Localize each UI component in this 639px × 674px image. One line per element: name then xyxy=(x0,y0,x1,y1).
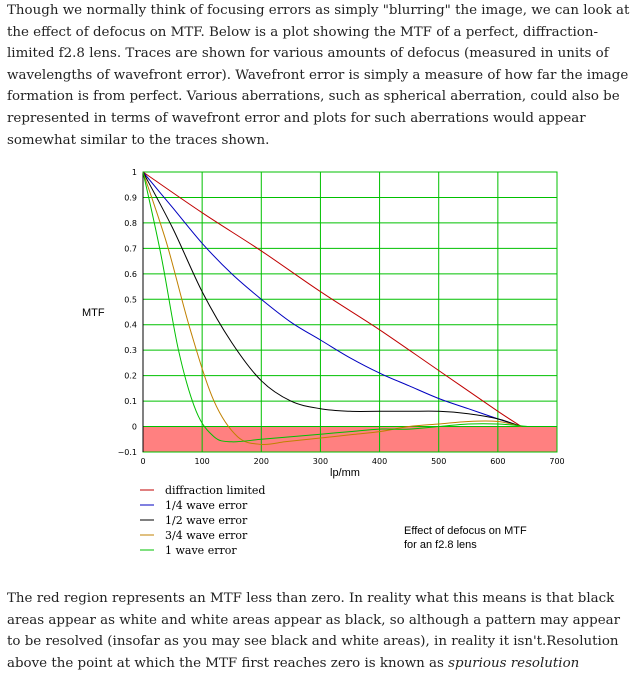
legend-label-1-4-wave-error: 1/4 wave error xyxy=(165,499,248,512)
intro-paragraph: Though we normally think of focusing err… xyxy=(7,3,630,148)
x-tick-label: 0 xyxy=(140,457,145,466)
y-tick-label: 0.8 xyxy=(124,219,137,228)
series-line-diffraction-limited xyxy=(142,171,522,427)
x-tick-labels: 0 100 200 300 400 500 600 700 xyxy=(140,457,564,466)
x-axis-label: lp/mm xyxy=(330,467,360,479)
legend-label-1-wave-error: 1 wave error xyxy=(165,544,237,557)
outro-text: The red region represents an MTF less th… xyxy=(7,591,621,671)
x-tick-label: 300 xyxy=(313,457,328,466)
spurious-resolution-term: spurious resolution xyxy=(448,655,580,671)
annotation-line: Effect of defocus on MTF xyxy=(404,525,527,537)
y-tick-label: 0.1 xyxy=(124,397,137,406)
y-tick-label: 0.3 xyxy=(124,346,137,355)
x-tick-label: 200 xyxy=(254,457,269,466)
series-line-1-wave-error xyxy=(142,171,528,443)
y-tick-label: 0 xyxy=(132,423,137,432)
y-tick-label: −0.1 xyxy=(118,448,137,457)
legend-label-3-4-wave-error: 3/4 wave error xyxy=(165,529,248,542)
y-tick-label: 0.7 xyxy=(124,244,137,253)
y-tick-label: 0.5 xyxy=(124,295,137,304)
legend-label-diffraction-limited: diffraction limited xyxy=(165,484,265,497)
series-line-1-4-wave-error xyxy=(142,171,522,427)
x-tick-label: 700 xyxy=(549,457,564,466)
annotation-line: for an f2.8 lens xyxy=(404,539,477,551)
negative-mtf-region xyxy=(143,426,557,452)
series-line-3-4-wave-error xyxy=(142,171,522,446)
y-tick-labels: 1 0.9 0.8 0.7 0.6 0.5 0.4 0.3 0.2 0.1 0 −0.1 xyxy=(118,168,137,457)
chart-grid xyxy=(143,171,557,452)
chart-frame xyxy=(142,171,558,453)
legend-label-1-2-wave-error: 1/2 wave error xyxy=(165,514,248,527)
y-tick-label: 0.6 xyxy=(124,270,137,279)
y-tick-label: 0.9 xyxy=(124,193,137,202)
y-tick-label: 0.2 xyxy=(124,372,137,381)
x-tick-label: 600 xyxy=(490,457,505,466)
x-tick-label: 100 xyxy=(195,457,210,466)
y-axis-label: MTF xyxy=(82,307,105,319)
series-line-1-2-wave-error xyxy=(142,171,522,427)
x-tick-label: 500 xyxy=(431,457,446,466)
outro-paragraph: The red region represents an MTF less th… xyxy=(7,588,635,674)
y-tick-label: 1 xyxy=(132,168,137,177)
chart-legend: diffraction limited 1/4 wave error 1/2 wav… xyxy=(140,484,265,557)
x-tick-label: 400 xyxy=(372,457,387,466)
chart-annotation: Effect of defocus on MTF for an f2.8 lens xyxy=(404,525,527,551)
chart-series xyxy=(142,171,528,446)
plot-border xyxy=(142,171,558,453)
y-tick-label: 0.4 xyxy=(124,321,137,330)
